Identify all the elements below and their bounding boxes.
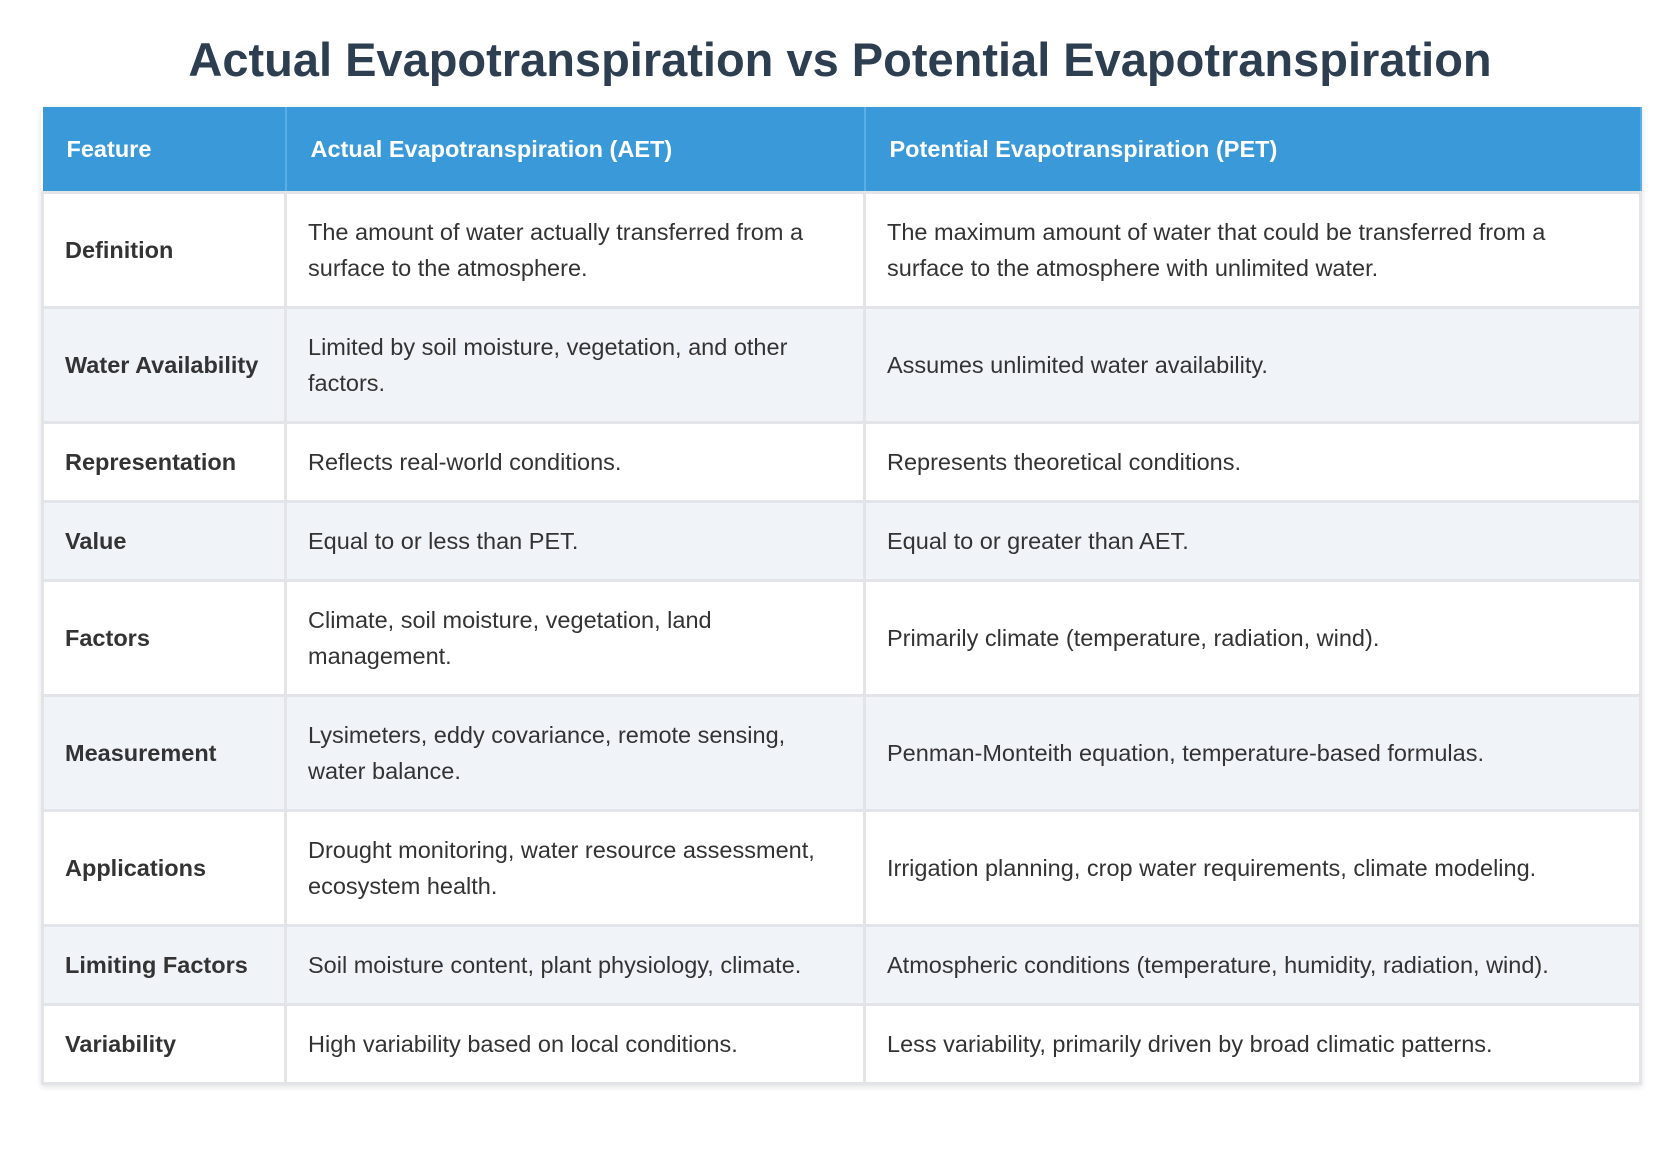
table-cell: Drought monitoring, water resource asses…: [284, 809, 866, 927]
feature-cell: Factors: [41, 579, 287, 697]
feature-cell: Value: [41, 500, 287, 582]
table-cell: Penman-Monteith equation, temperature-ba…: [863, 694, 1642, 812]
table-row: Measurement Lysimeters, eddy covariance, …: [41, 694, 1642, 812]
table-cell: Represents theoretical conditions.: [863, 421, 1642, 503]
header-cell: Feature: [42, 107, 287, 193]
page-title: Actual Evapotranspiration vs Potential E…: [188, 33, 1492, 86]
table-cell: Reflects real-world conditions.: [284, 421, 866, 503]
table-row: Representation Reflects real-world condit…: [41, 421, 1642, 503]
comparison-table: Feature Actual Evapotranspiration (AET) Po…: [41, 107, 1642, 1085]
table-cell: Equal to or less than PET.: [284, 500, 866, 582]
table-cell: Climate, soil moisture, vegetation, land…: [284, 579, 866, 697]
table-cell: Equal to or greater than AET.: [863, 500, 1642, 582]
table-cell: Primarily climate (temperature, radiatio…: [863, 579, 1642, 697]
table-cell: Lysimeters, eddy covariance, remote sens…: [284, 694, 866, 812]
table-cell: Irrigation planning, crop water requirem…: [863, 809, 1642, 927]
header-cell: Potential Evapotranspiration (PET): [864, 107, 1642, 193]
feature-cell: Water Availability: [41, 306, 287, 424]
feature-cell: Applications: [41, 809, 287, 927]
feature-cell: Definition: [41, 191, 287, 309]
table-row: Limiting Factors Soil moisture content, p…: [41, 924, 1642, 1006]
table-cell: Atmospheric conditions (temperature, hum…: [863, 924, 1642, 1006]
table-cell: Limited by soil moisture, vegetation, an…: [284, 306, 866, 424]
feature-cell: Representation: [41, 421, 287, 503]
table-cell: High variability based on local conditio…: [284, 1003, 866, 1085]
table-row: Water Availability Limited by soil moistu…: [41, 306, 1642, 424]
table-cell: Assumes unlimited water availability.: [863, 306, 1642, 424]
header-row: Feature Actual Evapotranspiration (AET) Po…: [42, 107, 1642, 193]
table-cell: Less variability, primarily driven by br…: [863, 1003, 1642, 1085]
table-row: Value Equal to or less than PET. Equal to …: [41, 500, 1642, 582]
table-body: Definition The amount of water actually t…: [41, 191, 1642, 1085]
table-cell: The maximum amount of water that could b…: [863, 191, 1642, 309]
table-row: Applications Drought monitoring, water re…: [41, 809, 1642, 927]
feature-cell: Measurement: [41, 694, 287, 812]
feature-cell: Variability: [41, 1003, 287, 1085]
table-row: Factors Climate, soil moisture, vegetatio…: [41, 579, 1642, 697]
header-cell: Actual Evapotranspiration (AET): [285, 107, 866, 193]
table-cell: Soil moisture content, plant physiology,…: [284, 924, 866, 1006]
table-row: Definition The amount of water actually t…: [41, 191, 1642, 309]
feature-cell: Limiting Factors: [41, 924, 287, 1006]
table-row: Variability High variability based on loc…: [41, 1003, 1642, 1085]
table-cell: The amount of water actually transferred…: [284, 191, 866, 309]
